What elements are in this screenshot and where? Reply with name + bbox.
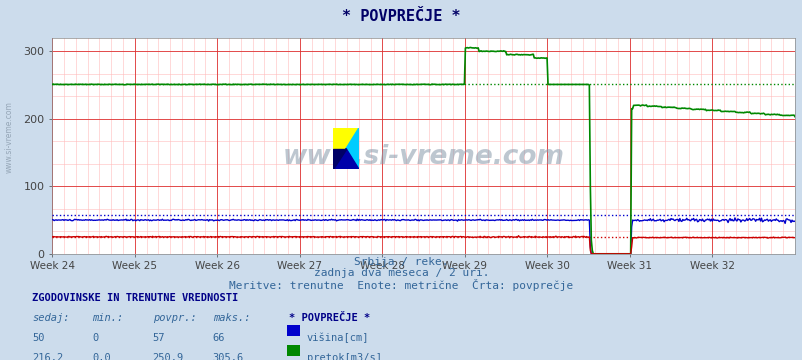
Text: pretok[m3/s]: pretok[m3/s] <box>306 353 381 360</box>
Polygon shape <box>333 148 358 169</box>
Text: povpr.:: povpr.: <box>152 313 196 323</box>
Text: sedaj:: sedaj: <box>32 313 70 323</box>
Text: www.si-vreme.com: www.si-vreme.com <box>5 101 14 173</box>
Text: 50: 50 <box>32 333 45 343</box>
Polygon shape <box>333 128 358 169</box>
Text: višina[cm]: višina[cm] <box>306 333 369 343</box>
Text: Srbija / reke.: Srbija / reke. <box>354 257 448 267</box>
Text: 0,0: 0,0 <box>92 353 111 360</box>
Text: 250,9: 250,9 <box>152 353 184 360</box>
Text: * POVPREČJE *: * POVPREČJE * <box>289 313 370 323</box>
Polygon shape <box>333 128 358 169</box>
Text: Meritve: trenutne  Enote: metrične  Črta: povprečje: Meritve: trenutne Enote: metrične Črta: … <box>229 279 573 291</box>
Text: 66: 66 <box>213 333 225 343</box>
Text: zadnja dva meseca / 2 uri.: zadnja dva meseca / 2 uri. <box>314 268 488 278</box>
Text: www.si-vreme.com: www.si-vreme.com <box>282 144 564 170</box>
Text: 57: 57 <box>152 333 165 343</box>
Text: 0: 0 <box>92 333 99 343</box>
Text: 216,2: 216,2 <box>32 353 63 360</box>
Text: maks.:: maks.: <box>213 313 250 323</box>
Text: min.:: min.: <box>92 313 124 323</box>
Text: 305,6: 305,6 <box>213 353 244 360</box>
Text: ZGODOVINSKE IN TRENUTNE VREDNOSTI: ZGODOVINSKE IN TRENUTNE VREDNOSTI <box>32 293 238 303</box>
Text: * POVPREČJE *: * POVPREČJE * <box>342 9 460 24</box>
Polygon shape <box>333 148 346 169</box>
